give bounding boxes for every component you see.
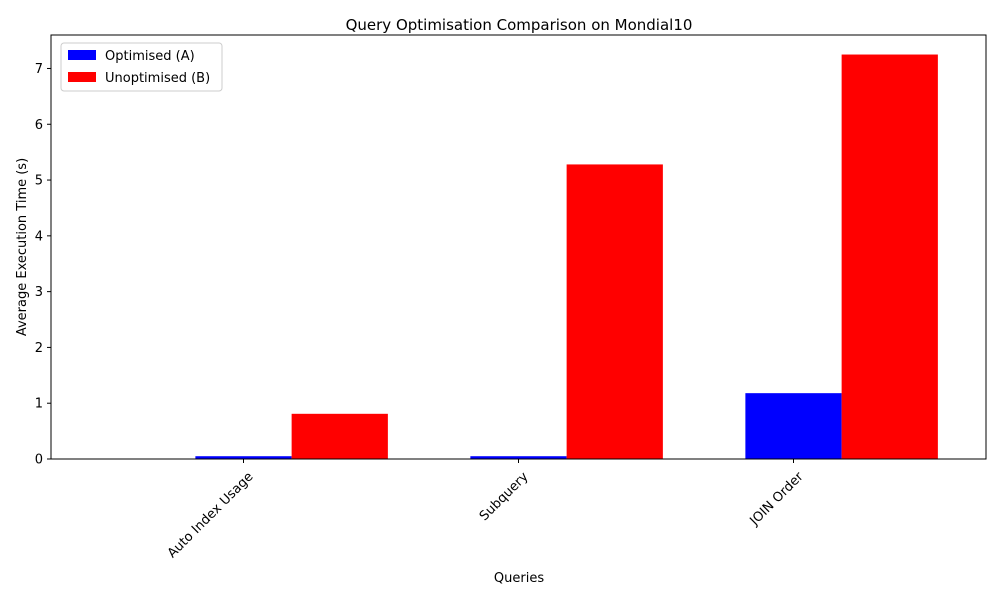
legend-box [60, 42, 223, 92]
bar-optimised-2 [745, 393, 842, 459]
y-tick-label: 7 [35, 62, 43, 77]
chart-title: Query Optimisation Comparison on Mondial… [346, 16, 693, 34]
y-tick-label: 6 [35, 118, 43, 133]
x-tick-label: Auto Index Usage [165, 469, 257, 561]
bar-optimised-0 [195, 456, 292, 459]
y-axis-label: Average Execution Time (s) [15, 158, 30, 336]
x-tick-label: Subquery [477, 469, 532, 524]
bar-optimised-1 [470, 456, 567, 459]
legend-label-unoptimised: Unoptimised (B) [105, 71, 210, 86]
y-axis: 0 1 2 3 4 5 6 7 [35, 62, 51, 468]
y-tick-label: 5 [35, 174, 43, 189]
x-tick-label: JOIN Order [747, 469, 807, 529]
y-tick-label: 0 [35, 453, 43, 468]
legend: Optimised (A) Unoptimised (B) [60, 42, 223, 92]
x-axis-label: Queries [494, 571, 544, 586]
y-tick-label: 2 [35, 341, 43, 356]
x-axis: Auto Index Usage Subquery JOIN Order [165, 459, 807, 561]
bar-unoptimised-1 [566, 164, 663, 459]
bar-unoptimised-2 [841, 54, 938, 460]
y-tick-label: 3 [35, 285, 43, 300]
y-tick-label: 4 [35, 229, 43, 244]
legend-swatch-unoptimised [68, 72, 96, 82]
bars-layer [195, 54, 938, 460]
y-tick-label: 1 [35, 397, 43, 412]
plot-frame [50, 34, 987, 460]
legend-label-optimised: Optimised (A) [105, 49, 195, 64]
bar-unoptimised-0 [291, 413, 388, 459]
legend-swatch-optimised [68, 50, 96, 60]
